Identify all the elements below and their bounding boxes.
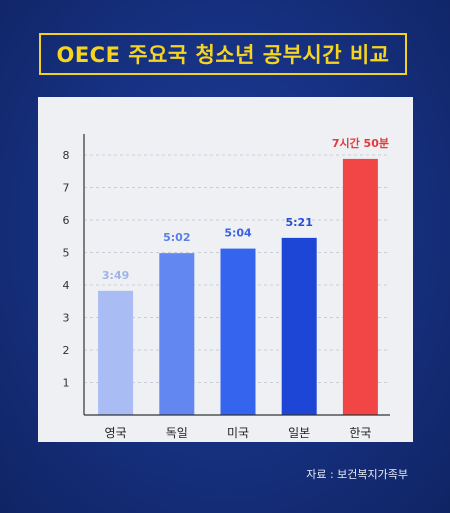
data-label: 3:49	[102, 269, 129, 282]
y-tick-label: 7	[63, 182, 70, 195]
chart-title: OECE 주요국 청소년 공부시간 비교	[56, 43, 390, 67]
y-tick-label: 2	[63, 344, 70, 357]
bar	[98, 290, 134, 415]
x-tick-label: 미국	[227, 426, 249, 440]
title-box: OECE 주요국 청소년 공부시간 비교	[39, 33, 407, 75]
y-tick-label: 8	[63, 149, 70, 162]
bar	[220, 248, 256, 415]
data-label: 5:21	[286, 216, 313, 229]
y-tick-label: 6	[63, 214, 70, 227]
data-label: 7시간 50분	[332, 136, 389, 150]
x-tick-label: 일본	[288, 426, 310, 440]
source-note: 자료 : 보건복지가족부	[306, 468, 408, 481]
bar	[342, 158, 378, 415]
bar	[281, 237, 317, 415]
y-tick-label: 5	[63, 247, 70, 260]
x-tick-label: 독일	[166, 426, 188, 440]
x-tick-label: 한국	[349, 426, 371, 440]
y-tick-label: 3	[63, 312, 70, 325]
y-tick-label: 1	[63, 377, 70, 390]
y-tick-label: 4	[63, 279, 70, 292]
x-tick-label: 영국	[105, 426, 127, 440]
data-label: 5:04	[224, 227, 252, 240]
bar	[159, 253, 195, 415]
data-label: 5:02	[163, 231, 190, 244]
